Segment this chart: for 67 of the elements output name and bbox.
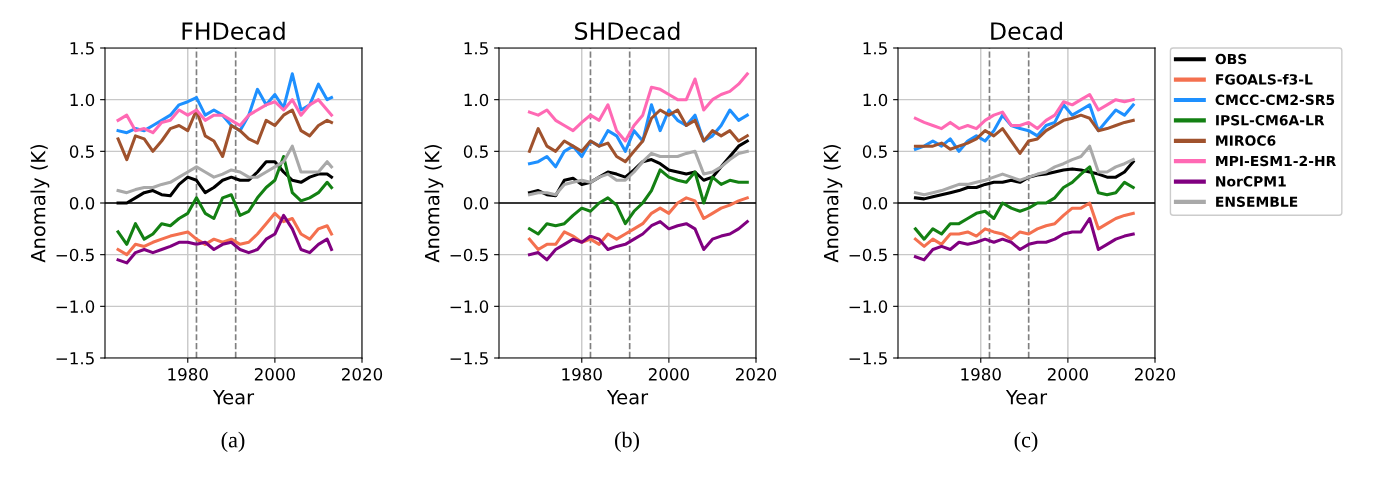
y-tick-label: −1.0 [450, 300, 489, 313]
y-tick-label: 0.5 [463, 145, 488, 158]
line-series [116, 154, 334, 246]
line-series [116, 211, 334, 257]
line-series [527, 149, 749, 197]
y-tick-label: 1.5 [70, 42, 94, 55]
y-tick-label: 1.0 [863, 93, 888, 107]
line-series [527, 72, 749, 143]
text: (a) [221, 431, 245, 452]
line-series [913, 113, 1135, 155]
y-tick-label: 1.5 [863, 42, 887, 55]
x-tick-label: 2020 [1135, 368, 1176, 381]
x-axis-title: Year [606, 390, 649, 405]
x-tick-label: 1980 [562, 368, 602, 381]
y-tick-label: −1.5 [56, 352, 94, 365]
y-tick-label: 0.5 [69, 145, 94, 158]
y-tick-label: −0.5 [56, 248, 94, 262]
y-tick-label: 0.5 [862, 145, 887, 158]
x-axis-title: Year [1005, 390, 1048, 405]
line-series [116, 213, 334, 265]
y-tick-label: 1.0 [70, 93, 95, 107]
legend-label: NorCPM1 [1216, 176, 1286, 187]
chart-title: SHDecad [575, 21, 680, 40]
chart-title: FHDecad [182, 21, 285, 40]
y-axis-title: Anomaly (K) [823, 144, 843, 263]
line-series [913, 144, 1135, 197]
y-tick-label: −1.0 [849, 300, 888, 313]
y-tick-label: 1.0 [464, 93, 489, 107]
x-tick-label: 2000 [254, 368, 295, 381]
y-axis-title: Anomaly (K) [424, 144, 444, 263]
y-tick-label: −0.5 [849, 248, 887, 262]
x-tick-label: 2020 [736, 368, 777, 381]
legend-label: ENSEMBLE [1216, 196, 1298, 208]
line-series [116, 98, 334, 135]
y-tick-label: 0.0 [862, 196, 888, 210]
chart-title: Decad [991, 21, 1062, 40]
line-series [116, 108, 334, 162]
text: (c) [1014, 431, 1038, 452]
x-tick-label: 2000 [648, 368, 689, 381]
legend-label: FGOALS-f3-L [1216, 73, 1313, 85]
legend-label: IPSL-CM6A-LR [1216, 114, 1325, 126]
line-series [913, 165, 1135, 241]
line-series [527, 220, 749, 262]
line-series [913, 201, 1135, 248]
y-tick-label: −0.5 [450, 248, 488, 262]
y-axis-title: Anomaly (K) [30, 144, 50, 263]
line-series [527, 168, 749, 236]
legend-label: OBS [1215, 53, 1247, 65]
y-tick-label: −1.5 [849, 352, 887, 365]
y-tick-label: 0.0 [463, 196, 489, 210]
line-series [913, 216, 1135, 262]
line-series [116, 144, 334, 195]
x-tick-label: 2000 [1047, 368, 1088, 381]
legend-label: MIROC6 [1216, 135, 1276, 146]
x-tick-label: 2020 [342, 368, 383, 381]
legend-label: CMCC-CM2-SR5 [1215, 94, 1335, 106]
x-axis-title: Year [212, 390, 255, 405]
text: (b) [615, 431, 639, 452]
legend-label: MPI-ESM1-2-HR [1216, 155, 1337, 167]
x-tick-label: 1980 [961, 368, 1001, 381]
y-tick-label: 0.0 [69, 196, 95, 210]
y-tick-label: 1.5 [464, 42, 488, 55]
y-tick-label: −1.0 [56, 300, 95, 313]
y-tick-label: −1.5 [450, 352, 488, 365]
x-tick-label: 1980 [168, 368, 208, 381]
line-series [527, 196, 749, 252]
line-series [913, 92, 1135, 131]
